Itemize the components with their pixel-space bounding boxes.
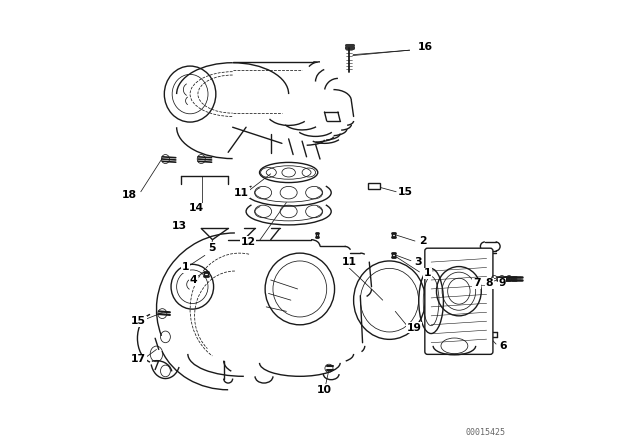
Text: 6: 6 (499, 341, 507, 351)
Text: 12: 12 (241, 237, 256, 247)
Text: 11: 11 (342, 257, 356, 267)
FancyBboxPatch shape (425, 248, 493, 354)
Text: 1: 1 (182, 263, 189, 272)
Text: 1: 1 (424, 268, 431, 278)
Text: 11: 11 (234, 188, 249, 198)
Text: 15: 15 (131, 316, 146, 326)
Text: 14: 14 (189, 203, 204, 213)
Text: 17: 17 (131, 354, 146, 364)
Text: 15: 15 (397, 187, 413, 197)
Text: 18: 18 (122, 190, 137, 200)
Text: 3: 3 (415, 257, 422, 267)
FancyBboxPatch shape (369, 183, 380, 189)
Text: 9: 9 (498, 278, 506, 288)
Text: 00015425: 00015425 (466, 428, 506, 437)
Text: 10: 10 (317, 385, 332, 395)
Text: 19: 19 (406, 323, 422, 333)
Text: 2: 2 (419, 236, 427, 246)
Text: 16: 16 (418, 42, 433, 52)
Text: 8: 8 (486, 278, 493, 288)
Text: 7: 7 (473, 278, 481, 288)
Text: 5: 5 (208, 243, 215, 253)
Text: 13: 13 (172, 221, 186, 231)
Text: 4: 4 (190, 275, 198, 285)
